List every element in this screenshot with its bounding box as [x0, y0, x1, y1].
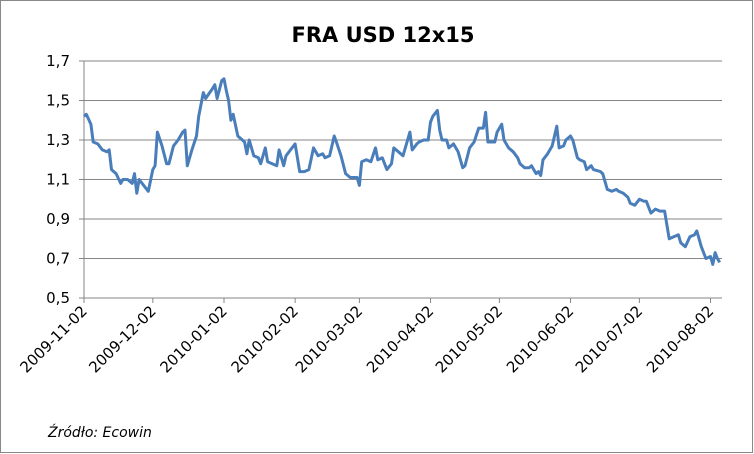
- y-tick-label: 1,5: [46, 92, 70, 110]
- y-tick-label: 1,7: [46, 52, 70, 70]
- y-tick-label: 0,5: [46, 289, 70, 307]
- data-line: [83, 77, 721, 266]
- y-tick-label: 0,7: [46, 250, 70, 268]
- y-tick-label: 1,1: [46, 171, 70, 189]
- chart-title: FRA USD 12x15: [292, 23, 475, 47]
- source-note: Źródło: Ecowin: [47, 423, 152, 441]
- y-tick-label: 0,9: [46, 210, 70, 228]
- y-tick-label: 1,3: [46, 131, 70, 149]
